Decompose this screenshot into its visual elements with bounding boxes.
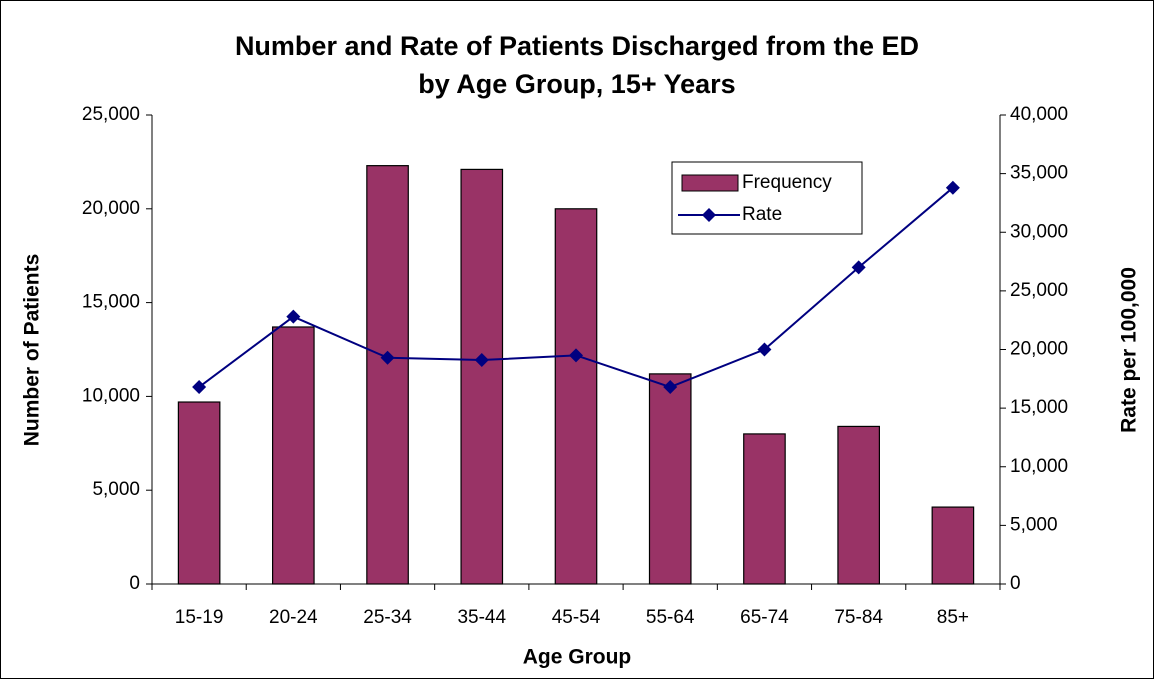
y2-tick-label: 0 xyxy=(1010,573,1021,594)
x-tick-label: 75-84 xyxy=(834,607,883,628)
y-tick-label: 15,000 xyxy=(82,292,140,313)
y-tick-label: 25,000 xyxy=(82,104,140,125)
rate-marker xyxy=(757,342,772,357)
rate-marker xyxy=(474,353,489,368)
rate-marker xyxy=(286,309,301,324)
legend-label: Frequency xyxy=(742,172,832,193)
legend-label: Rate xyxy=(742,204,782,225)
y-tick-label: 10,000 xyxy=(82,385,140,406)
x-tick-label: 85+ xyxy=(937,607,969,628)
bar xyxy=(554,208,598,585)
rate-marker xyxy=(663,380,678,395)
bar xyxy=(743,433,786,585)
y2-tick-label: 10,000 xyxy=(1010,456,1068,477)
rate-marker xyxy=(192,380,207,395)
x-axis-title: Age Group xyxy=(523,646,632,669)
y-tick-label: 5,000 xyxy=(92,479,140,500)
chart-title: Number and Rate of Patients Discharged f… xyxy=(235,31,919,61)
legend-box xyxy=(671,161,863,235)
bar xyxy=(366,165,409,585)
x-tick-label: 15-19 xyxy=(175,607,224,628)
x-tick-label: 20-24 xyxy=(269,607,318,628)
y-tick-label: 0 xyxy=(129,573,140,594)
legend-swatch xyxy=(681,174,739,192)
x-tick-label: 65-74 xyxy=(740,607,789,628)
chart-subtitle: by Age Group, 15+ Years xyxy=(418,69,735,99)
bar xyxy=(460,168,504,585)
y2-tick-label: 5,000 xyxy=(1010,514,1058,535)
x-tick-label: 45-54 xyxy=(552,607,601,628)
y2-tick-label: 30,000 xyxy=(1010,221,1068,242)
bar xyxy=(272,326,315,585)
y2-tick-label: 25,000 xyxy=(1010,280,1068,301)
y2-axis-title: Rate per 100,000 xyxy=(1118,267,1141,433)
rate-marker xyxy=(945,180,960,195)
bar xyxy=(177,401,221,585)
bar xyxy=(931,506,975,585)
y2-tick-label: 20,000 xyxy=(1010,339,1068,360)
x-tick-label: 35-44 xyxy=(457,607,506,628)
y-axis-title: Number of Patients xyxy=(21,254,44,447)
y2-tick-label: 15,000 xyxy=(1010,397,1068,418)
legend-marker xyxy=(702,208,716,222)
x-tick-label: 55-64 xyxy=(646,607,695,628)
x-tick-label: 25-34 xyxy=(363,607,412,628)
y2-tick-label: 40,000 xyxy=(1010,104,1068,125)
y2-tick-label: 35,000 xyxy=(1010,163,1068,184)
rate-marker xyxy=(851,260,866,275)
bar xyxy=(648,373,692,585)
bar xyxy=(837,425,880,585)
rate-marker xyxy=(380,350,395,365)
rate-marker xyxy=(569,348,583,363)
y-tick-label: 20,000 xyxy=(82,198,140,219)
